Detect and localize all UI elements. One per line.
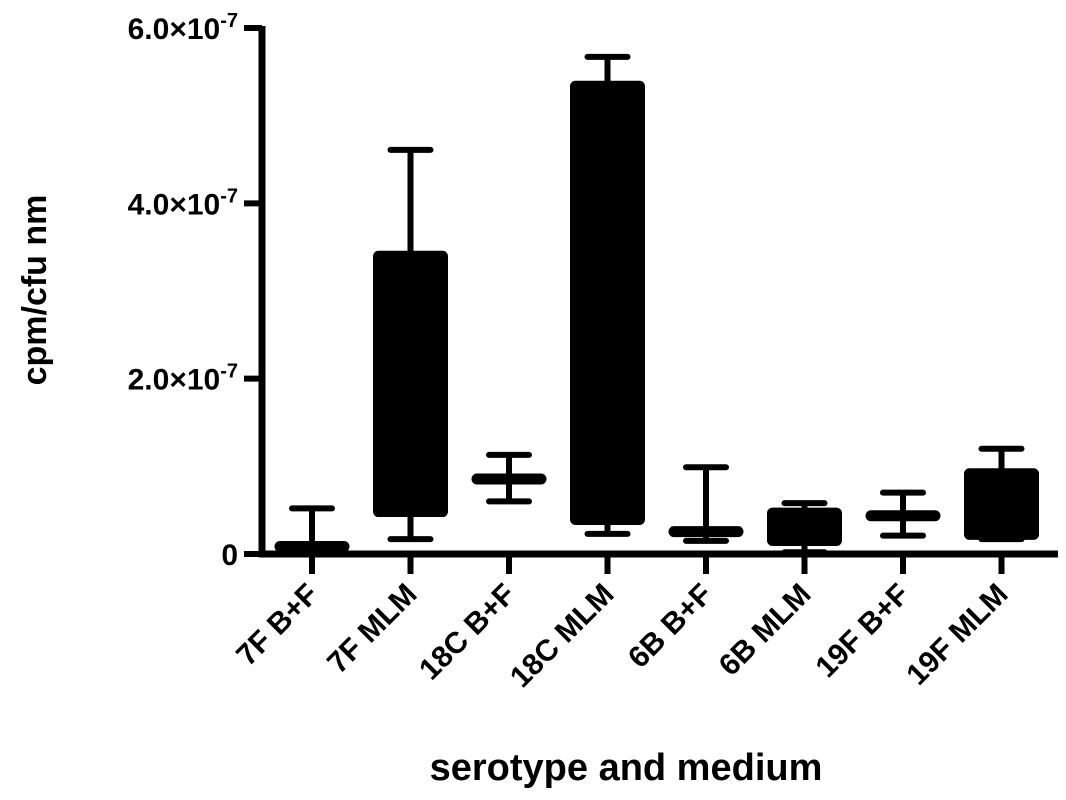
x-tick-label: 6B B+F [622,578,719,675]
x-tick-label: 7F MLM [321,578,423,680]
y-axis: 0 2.0×10-7 4.0×10-7 6.0×10-7 [128,10,266,572]
x-tick-label: 6B MLM [713,578,818,683]
x-tick-label: 7F B+F [230,578,325,673]
y-tick-label: 2.0×10-7 [128,361,238,397]
box-3 [471,451,547,505]
box-8 [964,445,1039,543]
box-7 [865,489,941,539]
box-5 [668,464,744,544]
box-iqr [373,250,448,518]
x-tick-label: 19F MLM [900,578,1014,692]
box-1 [274,505,350,557]
box-2 [373,146,448,543]
y-tick-label: 0 [221,539,238,572]
y-tick-label: 6.0×10-7 [128,10,238,46]
box-4 [570,53,645,537]
x-tick-label: 18C MLM [504,578,620,694]
box-6 [767,500,842,556]
box-series [274,53,1039,557]
box-iqr [570,80,645,525]
y-axis-label: cpm/cfu nm [16,195,54,386]
y-tick-label: 4.0×10-7 [128,185,238,221]
box-iqr [964,468,1039,540]
x-axis-label: serotype and medium [430,747,823,789]
